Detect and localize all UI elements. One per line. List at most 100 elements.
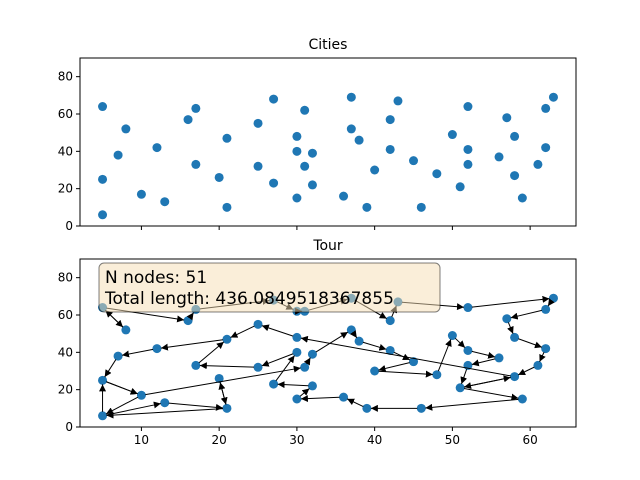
cities-ticks: 0 20 40 60 80 xyxy=(58,70,531,233)
city-point xyxy=(307,349,317,359)
city-point xyxy=(300,105,310,115)
city-point xyxy=(253,319,263,329)
city-point xyxy=(136,189,146,199)
tour-arrow xyxy=(230,325,255,338)
city-point xyxy=(307,180,317,190)
tour-axes: Tour 10 20 30 40 50 60 0 20 40 60 80 N nodes: 51 T… xyxy=(58,238,577,447)
city-point xyxy=(533,360,543,370)
city-point xyxy=(222,334,232,344)
city-point xyxy=(510,372,520,382)
tour-arrow xyxy=(315,331,349,353)
city-point xyxy=(432,370,442,380)
city-point xyxy=(370,165,380,175)
city-point xyxy=(191,159,201,169)
city-point xyxy=(517,394,527,404)
city-point xyxy=(98,174,108,184)
x-tick-label: 30 xyxy=(289,433,304,447)
cities-points xyxy=(98,92,558,220)
y-tick-label: 0 xyxy=(65,420,73,434)
tour-arrow xyxy=(300,395,340,403)
tour-arrow xyxy=(378,362,410,372)
tour-info-length: Total length: 436.0849518367855 xyxy=(104,289,394,309)
city-point xyxy=(292,131,302,141)
city-point xyxy=(533,159,543,169)
city-point xyxy=(502,314,512,324)
city-point xyxy=(160,398,170,408)
city-point xyxy=(463,303,473,313)
tour-arrow xyxy=(160,339,224,351)
tour-arrow xyxy=(186,312,194,321)
city-point xyxy=(416,403,426,413)
cities-axes: Cities 0 20 40 60 80 xyxy=(58,37,577,233)
tour-arrow xyxy=(378,370,433,378)
tour-arrow xyxy=(517,366,535,376)
y-tick-label: 20 xyxy=(58,182,73,196)
city-point xyxy=(214,172,224,182)
city-point xyxy=(292,347,302,357)
city-point xyxy=(447,130,457,140)
city-point xyxy=(385,345,395,355)
city-point xyxy=(541,304,551,314)
tour-arrow xyxy=(106,401,161,416)
city-point xyxy=(447,331,457,341)
tour-arrow xyxy=(437,339,452,372)
city-point xyxy=(432,169,442,179)
city-point xyxy=(191,103,201,113)
cities-title: Cities xyxy=(309,37,348,53)
city-point xyxy=(160,197,170,207)
city-point xyxy=(385,144,395,154)
city-point xyxy=(339,191,349,201)
city-point xyxy=(354,135,364,145)
city-point xyxy=(346,325,356,335)
city-point xyxy=(307,148,317,158)
city-point xyxy=(222,403,232,413)
city-point xyxy=(463,345,473,355)
city-point xyxy=(339,392,349,402)
tour-arrow xyxy=(460,369,468,385)
city-point xyxy=(455,383,465,393)
city-point xyxy=(416,202,426,212)
city-point xyxy=(494,353,504,363)
tour-arrow xyxy=(105,309,124,328)
tour-arrow xyxy=(219,382,228,405)
city-point xyxy=(292,146,302,156)
tour-arrow xyxy=(454,337,466,349)
city-point xyxy=(362,202,372,212)
city-point xyxy=(393,96,403,106)
city-point xyxy=(300,161,310,171)
x-tick-label: 50 xyxy=(445,433,460,447)
city-point xyxy=(98,411,108,421)
city-point xyxy=(253,362,263,372)
city-point xyxy=(253,161,263,171)
city-point xyxy=(541,103,551,113)
city-point xyxy=(370,366,380,376)
city-point xyxy=(362,403,372,413)
tour-arrow xyxy=(104,359,117,378)
city-point xyxy=(98,210,108,220)
city-point xyxy=(385,316,395,326)
city-point xyxy=(346,124,356,134)
city-point xyxy=(183,115,193,125)
city-point xyxy=(214,373,224,383)
y-tick-label: 20 xyxy=(58,383,73,397)
city-point xyxy=(113,150,123,160)
city-point xyxy=(548,92,558,102)
tour-ticks: 10 20 30 40 50 60 0 20 40 60 80 xyxy=(58,271,538,447)
y-tick-label: 80 xyxy=(58,271,73,285)
city-point xyxy=(152,143,162,153)
tour-arrow xyxy=(362,341,387,351)
city-point xyxy=(292,332,302,342)
y-tick-label: 0 xyxy=(65,219,73,233)
city-point xyxy=(292,193,302,203)
x-tick-label: 40 xyxy=(367,433,382,447)
city-point xyxy=(98,102,108,112)
tour-arrow xyxy=(464,388,519,401)
tour-arrow xyxy=(471,295,550,308)
city-point xyxy=(98,375,108,385)
y-tick-label: 80 xyxy=(58,70,73,84)
tour-arrow xyxy=(346,398,364,408)
city-point xyxy=(510,171,520,181)
x-tick-label: 60 xyxy=(522,433,537,447)
tour-arrow xyxy=(275,355,295,382)
city-point xyxy=(269,178,279,188)
